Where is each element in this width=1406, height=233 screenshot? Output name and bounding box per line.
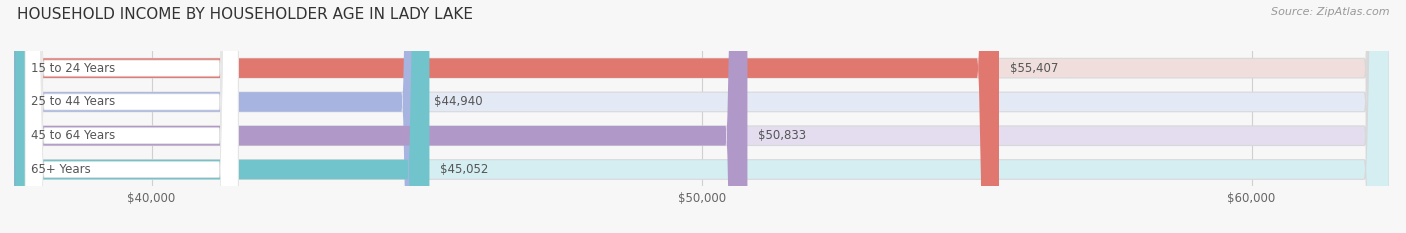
FancyBboxPatch shape	[14, 0, 1389, 233]
Text: 15 to 24 Years: 15 to 24 Years	[31, 62, 115, 75]
FancyBboxPatch shape	[14, 0, 429, 233]
Text: $55,407: $55,407	[1010, 62, 1059, 75]
Text: $44,940: $44,940	[434, 96, 482, 108]
Text: 25 to 44 Years: 25 to 44 Years	[31, 96, 115, 108]
FancyBboxPatch shape	[14, 0, 1389, 233]
FancyBboxPatch shape	[15, 0, 32, 233]
FancyBboxPatch shape	[25, 0, 238, 233]
FancyBboxPatch shape	[25, 0, 238, 233]
FancyBboxPatch shape	[15, 0, 32, 233]
Text: HOUSEHOLD INCOME BY HOUSEHOLDER AGE IN LADY LAKE: HOUSEHOLD INCOME BY HOUSEHOLDER AGE IN L…	[17, 7, 472, 22]
Text: $50,833: $50,833	[758, 129, 807, 142]
Text: 45 to 64 Years: 45 to 64 Years	[31, 129, 115, 142]
FancyBboxPatch shape	[15, 0, 32, 233]
FancyBboxPatch shape	[25, 0, 238, 233]
FancyBboxPatch shape	[14, 0, 748, 233]
FancyBboxPatch shape	[25, 0, 238, 233]
FancyBboxPatch shape	[15, 0, 32, 233]
FancyBboxPatch shape	[14, 0, 423, 233]
FancyBboxPatch shape	[14, 0, 1389, 233]
FancyBboxPatch shape	[14, 0, 1389, 233]
Text: $45,052: $45,052	[440, 163, 489, 176]
FancyBboxPatch shape	[14, 0, 1000, 233]
Text: Source: ZipAtlas.com: Source: ZipAtlas.com	[1271, 7, 1389, 17]
Text: 65+ Years: 65+ Years	[31, 163, 90, 176]
